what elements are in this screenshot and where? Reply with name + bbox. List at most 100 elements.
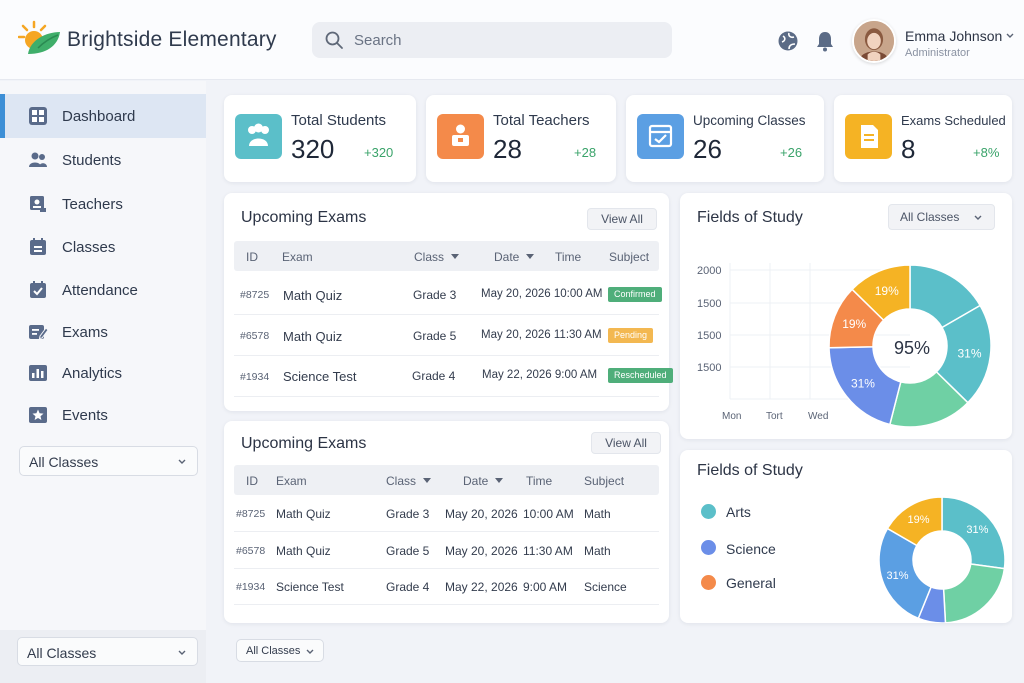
sidebar-item-analytics[interactable]: Analytics	[0, 351, 206, 395]
chevron-down-icon	[974, 215, 982, 220]
user-role: Administrator	[905, 47, 970, 59]
table-row[interactable]: #6578 Math Quiz Grade 5 May 20, 2026 11:…	[234, 532, 659, 569]
class-filter-value: All Classes	[29, 454, 99, 470]
table-row[interactable]: #8725 Math Quiz Grade 3 May 20, 2026 10:…	[234, 274, 662, 315]
sidebar-item-label: Teachers	[62, 196, 123, 213]
user-name[interactable]: Emma Johnson	[905, 28, 1003, 44]
donut-slice[interactable]	[941, 496, 1006, 570]
y-tick-label: 1500	[697, 330, 721, 342]
column-header[interactable]: Exam	[276, 474, 307, 488]
stat-value: 8	[901, 134, 916, 164]
y-tick-label: 2000	[697, 265, 721, 277]
column-header[interactable]: Time	[526, 474, 553, 488]
exam-subject: Science	[584, 580, 627, 594]
view-all-button[interactable]: View All	[591, 432, 661, 454]
column-header[interactable]: Subject	[609, 250, 650, 264]
view-all-button[interactable]: View All	[587, 208, 657, 230]
students-icon	[29, 152, 47, 167]
sidebar-footer: All Classes	[0, 630, 206, 683]
column-header[interactable]: Time	[555, 250, 582, 264]
bottom-class-filter-select[interactable]: All Classes	[17, 637, 198, 666]
table-row[interactable]: #6578 Math Quiz Grade 5 May 20, 2026 11:…	[234, 315, 659, 356]
column-header[interactable]: Subject	[584, 474, 625, 488]
table-row[interactable]: #1934 Science Test Grade 4 May 22, 2026 …	[234, 356, 673, 397]
bottom-class-filter-value: All Classes	[27, 645, 97, 661]
class-filter-select[interactable]: All Classes	[19, 446, 198, 476]
column-header-date[interactable]: Date	[494, 250, 535, 264]
sidebar-item-exams[interactable]: Exams	[0, 310, 206, 354]
donut-slice[interactable]	[935, 304, 992, 404]
exam-datetime: May 22, 2026 9:00 AM	[482, 369, 598, 381]
fields-of-study-card: Fields of Study All Classes 2000 1500 15…	[680, 193, 1012, 439]
stat-label: Upcoming Classes	[693, 113, 806, 128]
status-badge: Confirmed	[608, 287, 662, 302]
top-bar: Brightside Elementary Search Emma Johnso…	[0, 0, 1024, 80]
sidebar-item-label: Exams	[62, 324, 108, 341]
sidebar-item-classes[interactable]: Classes	[0, 225, 206, 269]
donut-slice[interactable]	[942, 563, 1006, 623]
exam-name: Math Quiz	[283, 329, 343, 344]
exam-id: #1934	[240, 371, 270, 383]
stat-value: 26	[693, 134, 722, 164]
fields-filter-select[interactable]: All Classes	[888, 204, 995, 230]
sidebar-item-students[interactable]: Students	[0, 138, 206, 182]
donut-slice[interactable]	[851, 264, 911, 322]
sidebar-item-label: Students	[62, 152, 122, 169]
table-row[interactable]: #8725 Math Quiz Grade 3 May 20, 2026 10:…	[234, 495, 659, 532]
donut-center-label: 95%	[894, 338, 930, 358]
card-title: Upcoming Exams	[241, 209, 367, 226]
status-badge: Rescheduled	[608, 368, 673, 383]
sidebar-item-attendance[interactable]: Attendance	[0, 268, 206, 312]
column-header[interactable]: ID	[246, 250, 258, 264]
calendar-check-icon	[637, 114, 684, 159]
stat-card-exams[interactable]: Exams Scheduled 8 +8%	[834, 95, 1012, 182]
upcoming-exams-card-secondary: Upcoming Exams View All ID Exam Class Da…	[224, 421, 669, 623]
globe-icon[interactable]	[777, 30, 799, 52]
column-header[interactable]: Exam	[282, 250, 313, 264]
sidebar-item-teachers[interactable]: Teachers	[0, 182, 206, 226]
brand-name: Brightside Elementary	[67, 28, 277, 51]
sidebar-item-dashboard[interactable]: Dashboard	[0, 94, 206, 138]
exam-id: #6578	[236, 545, 266, 557]
column-header-class[interactable]: Class	[386, 474, 432, 488]
exam-datetime: May 20, 2026 10:00 AM	[481, 288, 603, 300]
exam-date: May 20, 2026	[445, 544, 518, 558]
sidebar-item-label: Dashboard	[62, 108, 136, 125]
students-icon	[235, 114, 282, 159]
exam-name: Science Test	[283, 369, 357, 384]
table-row[interactable]: #1934 Science Test Grade 4 May 22, 2026 …	[234, 569, 659, 605]
avatar[interactable]	[852, 19, 896, 63]
analytics-icon	[29, 365, 47, 381]
column-header-date[interactable]: Date	[463, 474, 504, 488]
sidebar-item-label: Classes	[62, 239, 116, 256]
search-input[interactable]: Search	[312, 22, 672, 58]
donut-slice[interactable]	[886, 496, 943, 547]
stat-label: Total Teachers	[493, 112, 590, 129]
exam-class: Grade 4	[386, 580, 430, 594]
exam-class: Grade 5	[386, 544, 430, 558]
exam-document-icon	[845, 114, 892, 159]
bell-icon[interactable]	[814, 30, 836, 52]
bottom-table-filter-select[interactable]: All Classes	[236, 639, 324, 662]
chevron-down-icon	[306, 649, 314, 654]
stat-card-classes[interactable]: Upcoming Classes 26 +26	[626, 95, 824, 182]
stat-delta: +28	[574, 145, 597, 160]
fields-of-study-legend-card: Fields of Study Arts Science General 31%…	[680, 450, 1012, 623]
card-title: Fields of Study	[697, 462, 803, 479]
donut-slice[interactable]	[878, 527, 933, 620]
column-header[interactable]: ID	[246, 474, 258, 488]
sidebar-item-label: Analytics	[62, 365, 123, 382]
exam-time: 9:00 AM	[523, 580, 568, 594]
exam-datetime: May 20, 2026 11:30 AM	[481, 329, 602, 341]
sidebar-item-events[interactable]: Events	[0, 393, 206, 437]
exams-icon	[29, 325, 48, 340]
slice-label: 31%	[966, 524, 988, 536]
column-header-class[interactable]: Class	[414, 250, 460, 264]
exam-subject: Math	[584, 544, 611, 558]
donut-slice[interactable]	[828, 346, 902, 426]
chevron-down-icon[interactable]	[1005, 31, 1015, 41]
legend-swatch	[701, 504, 716, 519]
stat-card-students[interactable]: Total Students 320 +320	[224, 95, 416, 182]
table-header: ID Exam Class Date Time Subject	[234, 241, 659, 271]
stat-card-teachers[interactable]: Total Teachers 28 +28	[426, 95, 616, 182]
